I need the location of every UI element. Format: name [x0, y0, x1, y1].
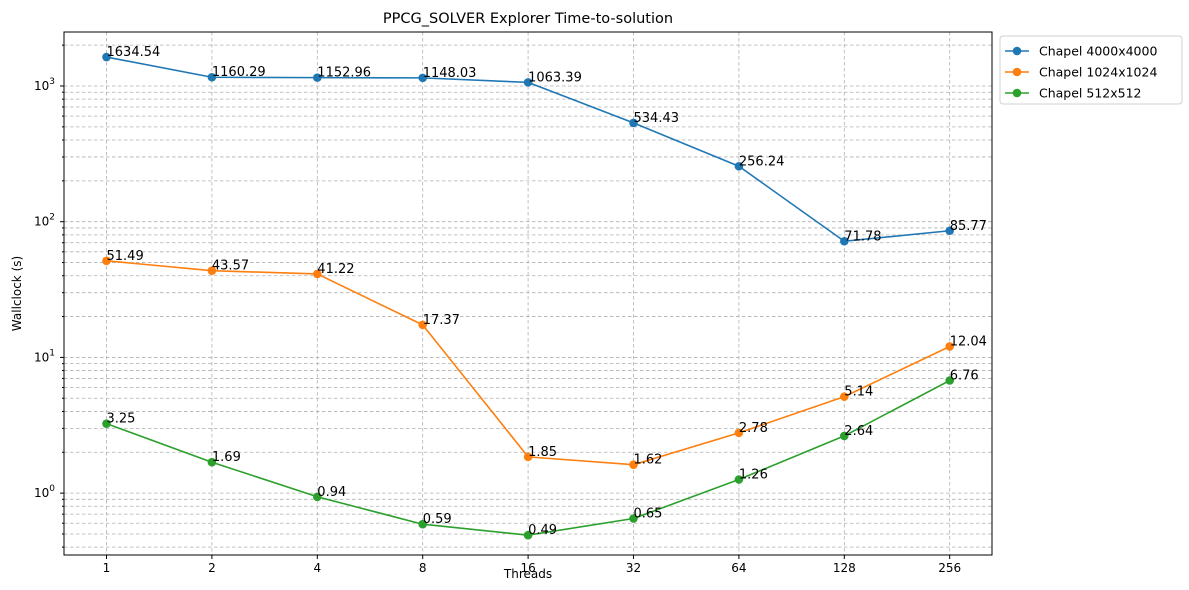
y-tick-label: 102 [34, 213, 55, 229]
series-layer [102, 52, 954, 540]
x-tick-label: 256 [938, 561, 961, 575]
legend-label: Chapel 512x512 [1039, 86, 1142, 101]
legend-label: Chapel 1024x1024 [1039, 65, 1157, 80]
legend-frame [999, 35, 1183, 105]
x-tick-label: 1 [103, 561, 111, 575]
x-tick-label: 2 [208, 561, 216, 575]
legend-marker [1012, 46, 1022, 56]
data-label: 41.22 [317, 262, 354, 277]
data-label: 71.78 [844, 229, 881, 244]
data-point [629, 118, 638, 128]
data-label: 2.78 [739, 421, 768, 436]
y-axis-label: Wallclock (s) [10, 256, 24, 331]
data-point [207, 266, 217, 275]
data-label: 1148.03 [423, 66, 477, 81]
data-point [734, 161, 744, 171]
data-label: 0.49 [528, 523, 557, 538]
data-label: 43.57 [212, 259, 249, 274]
data-label: 2.64 [844, 424, 873, 439]
x-tick-label: 4 [313, 561, 321, 575]
data-point [523, 452, 533, 462]
data-point [102, 52, 111, 62]
data-point [523, 530, 533, 540]
data-point [629, 460, 638, 469]
data-label: 12.04 [950, 334, 987, 349]
data-label: 1063.39 [528, 70, 582, 85]
data-label: 0.59 [423, 512, 452, 527]
data-point [945, 342, 954, 351]
x-axis-label: Threads [503, 567, 552, 581]
x-tick-label: 16 [520, 561, 535, 575]
data-point [840, 236, 849, 246]
chart-title: PPCG_SOLVER Explorer Time-to-solution [383, 11, 673, 27]
data-label: 534.43 [634, 111, 680, 126]
data-point [945, 376, 954, 385]
data-label: 51.49 [107, 249, 144, 264]
data-label: 1.62 [634, 453, 663, 468]
legend-label: Chapel 4000x4000 [1039, 44, 1157, 59]
data-point [945, 226, 954, 236]
data-label: 5.14 [844, 385, 873, 400]
data-point [102, 419, 111, 428]
data-label: 17.37 [423, 313, 460, 328]
data-point [313, 492, 322, 502]
data-point [734, 428, 744, 438]
data-point [629, 514, 638, 523]
axis-ticks: 1 2 4 8 16 32 64 128 256 100 101 102 103 [34, 44, 961, 575]
legend: Chapel 4000x4000 Chapel 1024x1024 Chapel 5… [999, 35, 1183, 105]
data-point [418, 73, 428, 83]
data-point [523, 78, 533, 87]
data-label: 0.65 [634, 507, 663, 522]
grid [64, 32, 992, 555]
data-label: 1.85 [528, 445, 557, 460]
data-point [840, 392, 849, 401]
plot-frame [63, 31, 993, 556]
data-label: 1160.29 [212, 65, 266, 80]
data-label: 1.69 [212, 450, 241, 465]
data-label: 1.26 [739, 468, 768, 483]
data-label: 1634.54 [107, 45, 161, 60]
data-point [840, 431, 849, 441]
data-label: 1152.96 [317, 66, 371, 81]
y-tick-label: 103 [34, 77, 55, 93]
data-label: 256.24 [739, 154, 785, 169]
data-label: 3.25 [107, 412, 136, 427]
data-point [418, 519, 428, 529]
x-tick-label: 64 [731, 561, 746, 575]
data-point [313, 269, 322, 279]
data-label: 0.94 [317, 485, 346, 500]
y-tick-label: 100 [34, 484, 55, 500]
data-labels: 1634.54 1160.29 1152.96 1148.03 1063.39 534.4… [107, 45, 987, 538]
data-label: 85.77 [950, 219, 987, 234]
legend-marker [1012, 67, 1022, 77]
data-point [102, 256, 111, 266]
data-point [313, 73, 322, 82]
data-point [418, 320, 428, 330]
data-label: 6.76 [950, 368, 979, 383]
x-tick-label: 128 [833, 561, 856, 575]
data-point [207, 72, 217, 82]
y-tick-label: 101 [34, 348, 55, 364]
x-tick-label: 8 [419, 561, 427, 575]
data-point [207, 457, 217, 467]
data-point [734, 475, 744, 484]
legend-marker [1012, 88, 1022, 98]
x-tick-label: 32 [626, 561, 641, 575]
